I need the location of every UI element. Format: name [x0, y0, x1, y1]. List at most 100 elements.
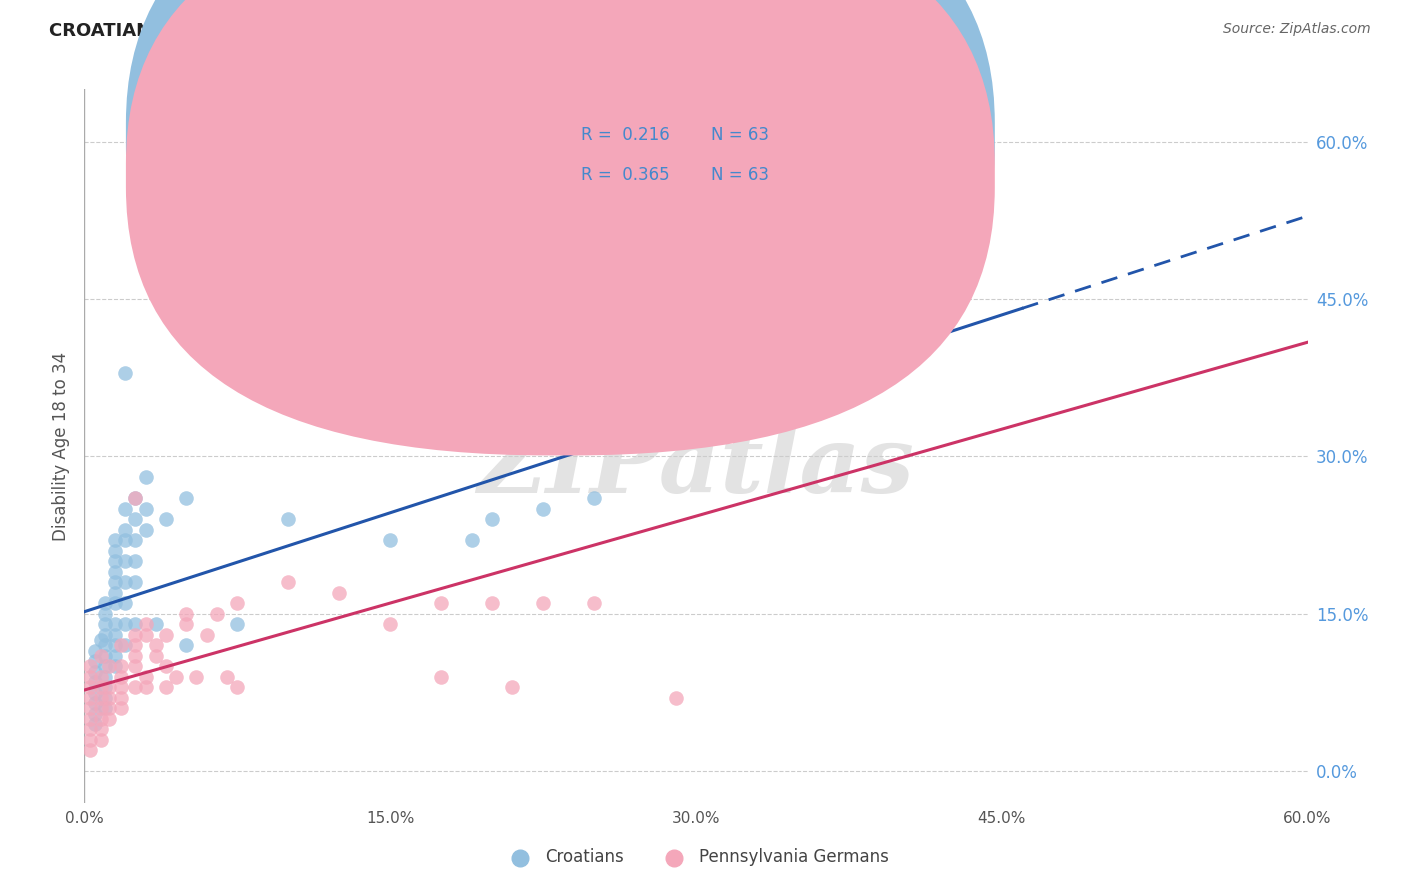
Point	[155, 681, 177, 695]
Point	[83, 675, 105, 690]
Point	[110, 701, 132, 715]
Point	[79, 732, 101, 747]
Point	[135, 617, 157, 632]
Point	[135, 470, 157, 484]
Legend: Croatians, Pennsylvania Germans: Croatians, Pennsylvania Germans	[496, 842, 896, 873]
Point	[195, 628, 218, 642]
Point	[97, 659, 120, 673]
Point	[135, 628, 157, 642]
Point	[90, 712, 112, 726]
Point	[583, 491, 606, 506]
Point	[90, 670, 112, 684]
Point	[93, 670, 117, 684]
Point	[502, 681, 524, 695]
Point	[176, 617, 198, 632]
Point	[79, 743, 101, 757]
Y-axis label: Disability Age 18 to 34: Disability Age 18 to 34	[52, 351, 70, 541]
Point	[93, 628, 117, 642]
Point	[124, 533, 146, 548]
Point	[124, 648, 146, 663]
Point	[481, 512, 503, 526]
Point	[205, 607, 228, 621]
Point	[176, 607, 198, 621]
Text: N = 63: N = 63	[711, 126, 769, 144]
Point	[226, 617, 249, 632]
Text: ZIPatlas: ZIPatlas	[478, 423, 914, 512]
Point	[145, 648, 167, 663]
Point	[90, 690, 112, 705]
Point	[114, 366, 136, 380]
Point	[104, 639, 127, 653]
Point	[110, 659, 132, 673]
Point	[97, 681, 120, 695]
Point	[93, 701, 117, 715]
Point	[114, 596, 136, 610]
Point	[124, 681, 146, 695]
Point	[93, 648, 117, 663]
Point	[124, 659, 146, 673]
Point	[83, 665, 105, 679]
Point	[83, 717, 105, 731]
Point	[114, 575, 136, 590]
Point	[114, 502, 136, 516]
Point	[226, 681, 249, 695]
Point	[104, 648, 127, 663]
Point	[93, 659, 117, 673]
Point	[176, 639, 198, 653]
Point	[97, 712, 120, 726]
Text: Source: ZipAtlas.com: Source: ZipAtlas.com	[1223, 22, 1371, 37]
Point	[93, 690, 117, 705]
Point	[90, 633, 112, 648]
Point	[83, 685, 105, 699]
Point	[79, 681, 101, 695]
Point	[176, 491, 198, 506]
Point	[135, 502, 157, 516]
Point	[145, 617, 167, 632]
Point	[93, 607, 117, 621]
Point	[135, 670, 157, 684]
Point	[328, 586, 350, 600]
Point	[155, 659, 177, 673]
Point	[110, 681, 132, 695]
Point	[380, 617, 402, 632]
Text: N = 63: N = 63	[711, 166, 769, 185]
Point	[124, 491, 146, 506]
Point	[79, 701, 101, 715]
Point	[114, 533, 136, 548]
Point	[186, 670, 208, 684]
Point	[110, 639, 132, 653]
Point	[79, 659, 101, 673]
Point	[104, 575, 127, 590]
Point	[583, 596, 606, 610]
Point	[124, 554, 146, 568]
Point	[277, 575, 299, 590]
Point	[634, 135, 657, 149]
Point	[97, 690, 120, 705]
Point	[165, 670, 187, 684]
Point	[104, 586, 127, 600]
Point	[104, 554, 127, 568]
Point	[93, 617, 117, 632]
Point	[110, 670, 132, 684]
Point	[205, 344, 228, 359]
Point	[104, 628, 127, 642]
Point	[90, 732, 112, 747]
Point	[665, 690, 688, 705]
Point	[83, 654, 105, 668]
Point	[461, 533, 484, 548]
Text: R =  0.365: R = 0.365	[582, 166, 671, 185]
Point	[481, 596, 503, 610]
Point	[430, 670, 453, 684]
Point	[83, 696, 105, 710]
Point	[226, 596, 249, 610]
Point	[114, 639, 136, 653]
Point	[104, 659, 127, 673]
Point	[90, 648, 112, 663]
Point	[93, 681, 117, 695]
Point	[90, 701, 112, 715]
Point	[277, 512, 299, 526]
Point	[83, 643, 105, 657]
Point	[135, 523, 157, 537]
Point	[124, 575, 146, 590]
Point	[217, 670, 239, 684]
